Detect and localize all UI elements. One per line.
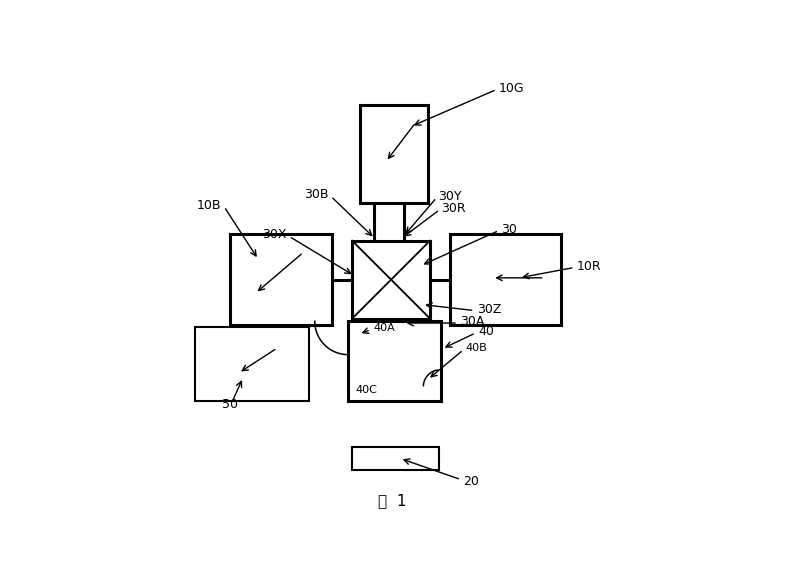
Text: 30X: 30X (262, 228, 286, 242)
Text: 30B: 30B (304, 188, 328, 201)
Text: 30Z: 30Z (477, 303, 501, 316)
Text: 50: 50 (222, 398, 238, 410)
Bar (450, 234, 562, 325)
Text: 40: 40 (478, 325, 494, 338)
Bar (230, 234, 332, 325)
Text: 30Y: 30Y (438, 190, 462, 203)
Text: 10R: 10R (577, 260, 602, 273)
Text: 10B: 10B (196, 199, 221, 212)
Text: 10G: 10G (499, 81, 525, 95)
Text: 图  1: 图 1 (378, 494, 406, 509)
Text: 20: 20 (463, 475, 479, 487)
Text: 40B: 40B (466, 343, 487, 353)
Text: 30A: 30A (460, 315, 485, 328)
Bar (348, 321, 441, 401)
Text: 40C: 40C (356, 385, 378, 395)
Bar (195, 328, 309, 401)
Bar (360, 105, 428, 203)
Bar (352, 447, 439, 470)
Text: 30: 30 (502, 223, 517, 236)
Text: 40A: 40A (373, 323, 395, 334)
Bar (352, 240, 430, 318)
Text: 30R: 30R (441, 202, 466, 214)
